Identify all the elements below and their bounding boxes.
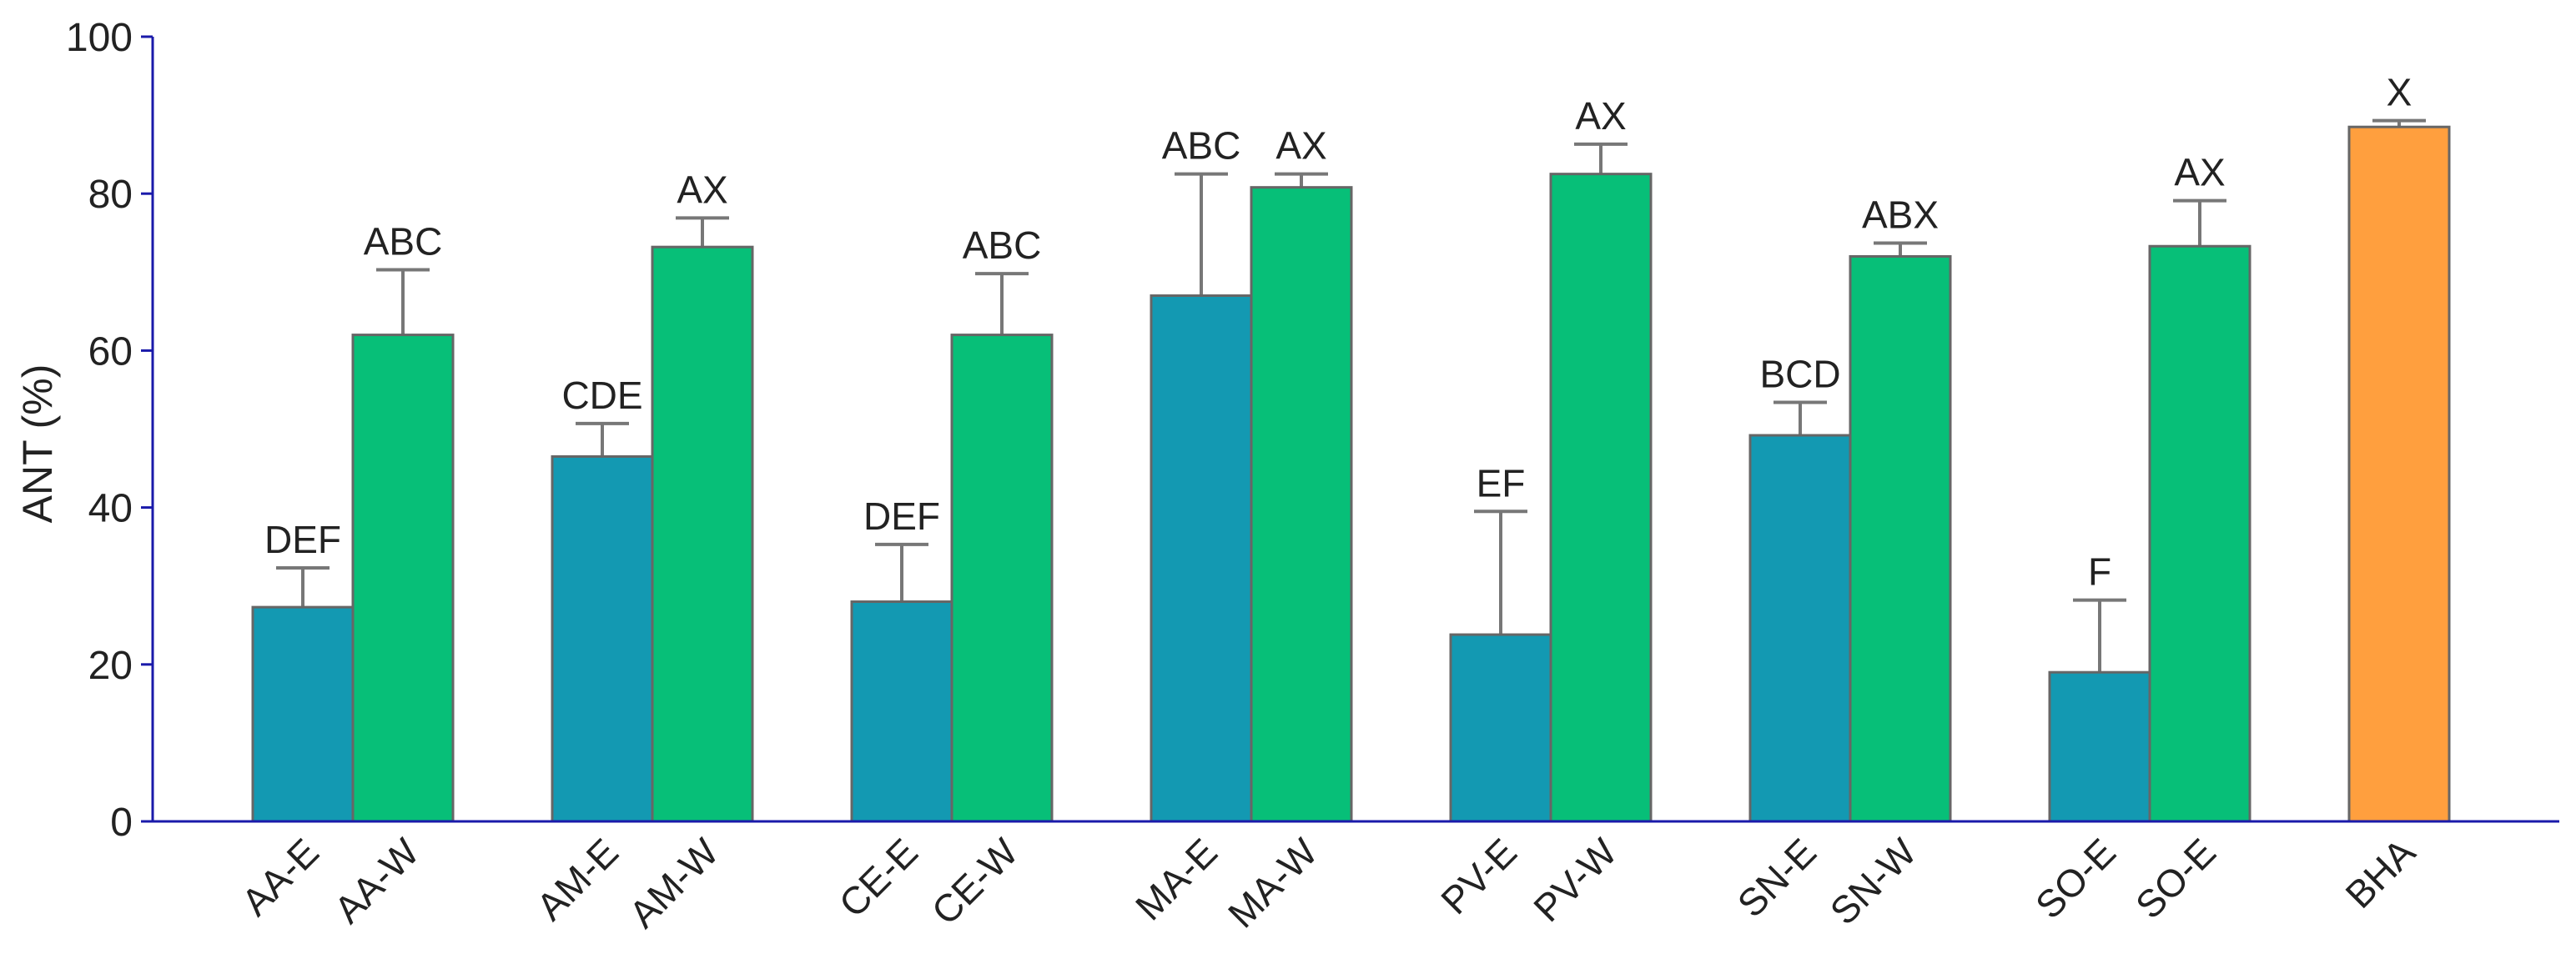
category-label-pv-e: PV-E: [1432, 830, 1525, 922]
bar-ce-e: [850, 600, 953, 823]
bars-layer: DEF ABC CDE AX DEF ABC ABC AX EF AX BCD ABX F AX X: [251, 71, 2451, 823]
bar-am-w: [651, 245, 754, 823]
sig-label-sn-w: ABX: [1862, 193, 1939, 236]
category-label-so-e: SO-E: [2127, 830, 2224, 926]
sig-label-am-e: CDE: [561, 374, 642, 417]
bar-ma-e: [1150, 294, 1253, 823]
sig-label-aa-w: ABC: [364, 219, 443, 263]
bar-so-e: [2148, 244, 2251, 823]
sig-label-am-w: AX: [677, 168, 727, 211]
bar-aa-w: [351, 334, 455, 823]
bar-bha: [2347, 125, 2451, 823]
bar-pv-e: [1449, 633, 1552, 823]
y-tick-label-0: 0: [110, 801, 133, 845]
sig-label-bha: X: [2387, 71, 2412, 114]
category-label-am-w: AM-W: [621, 830, 727, 936]
category-label-ce-e: CE-E: [831, 830, 926, 925]
bar-ce-w: [950, 334, 1054, 823]
sig-label-ma-w: AX: [1275, 124, 1326, 168]
bar-sn-e: [1748, 434, 1852, 823]
bar-am-e: [551, 454, 654, 823]
sig-label-pv-e: EF: [1477, 461, 1526, 505]
category-label-ma-e: MA-E: [1127, 830, 1225, 928]
category-label-bha: BHA: [2337, 830, 2423, 916]
sig-label-sn-e: BCD: [1759, 353, 1840, 396]
category-label-ce-w: CE-W: [923, 830, 1027, 933]
bar-aa-e: [251, 605, 355, 823]
sig-label-ma-e: ABC: [1162, 124, 1241, 168]
category-label-sn-w: SN-W: [1822, 830, 1925, 933]
sig-label-so-e: F: [2088, 550, 2111, 594]
bar-ma-w: [1250, 186, 1353, 823]
sig-label-ce-e: DEF: [863, 495, 940, 538]
category-label-so-e: SO-E: [2027, 830, 2124, 926]
category-label-pv-w: PV-W: [1525, 830, 1625, 930]
bar-pv-w: [1549, 173, 1653, 823]
category-label-aa-e: AA-E: [233, 830, 327, 924]
sig-label-so-e: AX: [2174, 151, 2225, 194]
y-tick-label-60: 60: [88, 329, 133, 374]
category-label-aa-w: AA-W: [325, 830, 427, 931]
y-tick-label-100: 100: [66, 16, 133, 60]
sig-label-pv-w: AX: [1575, 94, 1626, 138]
category-label-ma-w: MA-W: [1220, 830, 1326, 936]
sig-label-aa-e: DEF: [264, 518, 341, 561]
y-tick-label-80: 80: [88, 173, 133, 217]
y-axis-title: ANT (%): [14, 364, 61, 524]
bar-sn-w: [1849, 254, 1952, 823]
bar-so-e: [2048, 670, 2151, 823]
category-label-sn-e: SN-E: [1729, 830, 1824, 925]
y-tick-label-40: 40: [88, 487, 133, 531]
sig-label-ce-w: ABC: [963, 223, 1042, 267]
y-tick-label-20: 20: [88, 644, 133, 688]
category-label-am-e: AM-E: [528, 830, 626, 928]
